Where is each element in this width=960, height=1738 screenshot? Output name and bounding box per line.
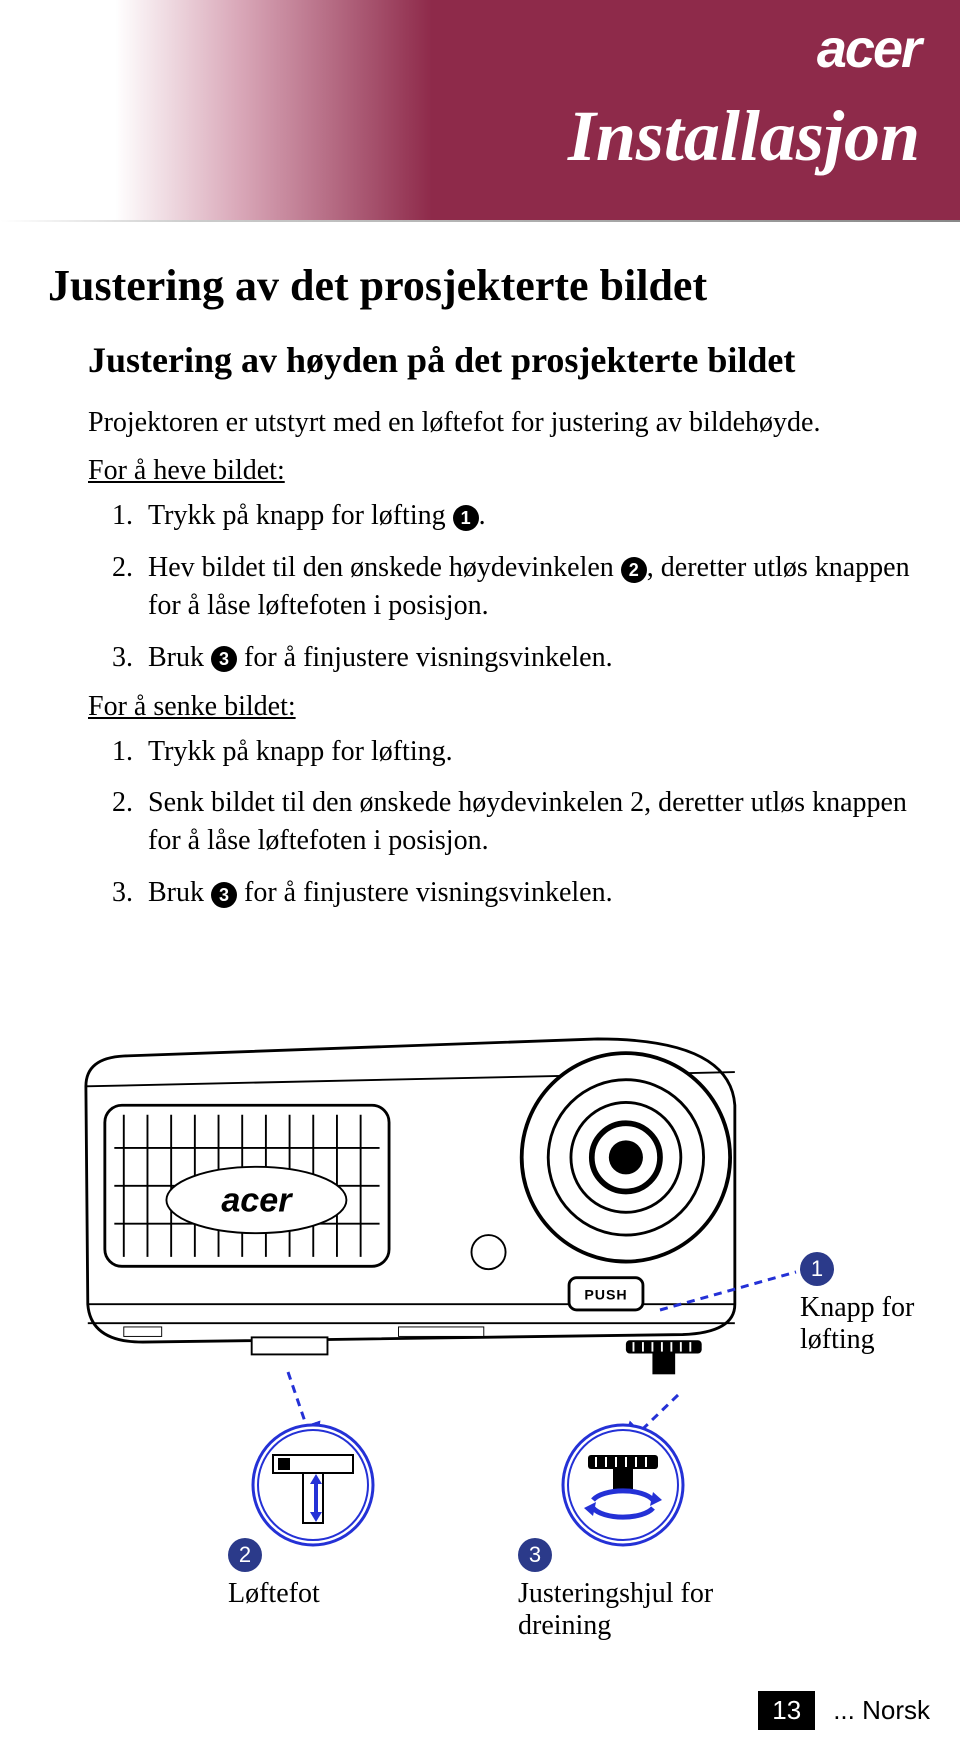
page-h2: Justering av høyden på det prosjekterte … [88,339,918,381]
callout-label: Løftefot [228,1578,320,1609]
raise-step-3: Bruk 3 for å finjustere visningsvinkelen… [140,639,918,677]
header-title: Installasjon [568,95,920,178]
raise-step-1: Trykk på knapp for løfting 1. [140,497,918,535]
step-text: for å finjustere visningsvinkelen. [237,877,613,908]
brand-logo: acer [817,18,920,80]
step-text: Bruk [148,877,211,908]
callout-2: 2 Løftefot [228,1538,408,1610]
callout-number-badge: 2 [228,1538,262,1572]
callout-3: 3 Justeringshjul for dreining [518,1538,778,1642]
circled-number-icon: 3 [211,646,237,672]
footer-language: ... Norsk [815,1695,960,1726]
raise-step-2: Hev bildet til den ønskede høydevinkelen… [140,549,918,625]
raise-steps-list: Trykk på knapp for løfting 1. Hev bildet… [140,497,918,676]
tilt-wheel-detail [558,1420,688,1550]
page-number: 13 [758,1691,815,1730]
step-text: for å finjustere visningsvinkelen. [237,642,613,673]
step-text: . [479,500,486,531]
content-body: Justering av det prosjekterte bildet Jus… [48,260,918,926]
lower-steps-list: Trykk på knapp for løfting. Senk bildet … [140,733,918,912]
page-h1: Justering av det prosjekterte bildet [48,260,918,311]
page-footer: 13 ... Norsk [758,1691,960,1730]
callout-number-badge: 3 [518,1538,552,1572]
lower-step-3: Bruk 3 for å finjustere visningsvinkelen… [140,874,918,912]
step-text: Trykk på knapp for løfting [148,500,453,531]
step-text: Hev bildet til den ønskede høydevinkelen [148,552,621,583]
callout-1: 1 Knapp for løfting [800,1252,960,1356]
circled-number-icon: 1 [453,505,479,531]
step-text: Bruk [148,642,211,673]
diagram-arrows [48,1020,918,1600]
lower-step-1: Trykk på knapp for løfting. [140,733,918,771]
intro-paragraph: Projektoren er utstyrt med en løftefot f… [88,405,918,441]
projector-diagram: acer PUSH [48,1020,918,1600]
header-underline [0,220,960,222]
callout-label: Justeringshjul for dreining [518,1578,713,1641]
callout-number-badge: 1 [800,1252,834,1286]
callout-label: Knapp for løfting [800,1292,960,1356]
lower-heading: For å senke bildet: [88,691,918,723]
circled-number-icon: 3 [211,882,237,908]
header-band: acer Installasjon [0,0,960,220]
elevator-foot-detail [248,1420,378,1550]
raise-heading: For å heve bildet: [88,455,918,487]
circled-number-icon: 2 [621,557,647,583]
lower-step-2: Senk bildet til den ønskede høydevinkele… [140,784,918,860]
